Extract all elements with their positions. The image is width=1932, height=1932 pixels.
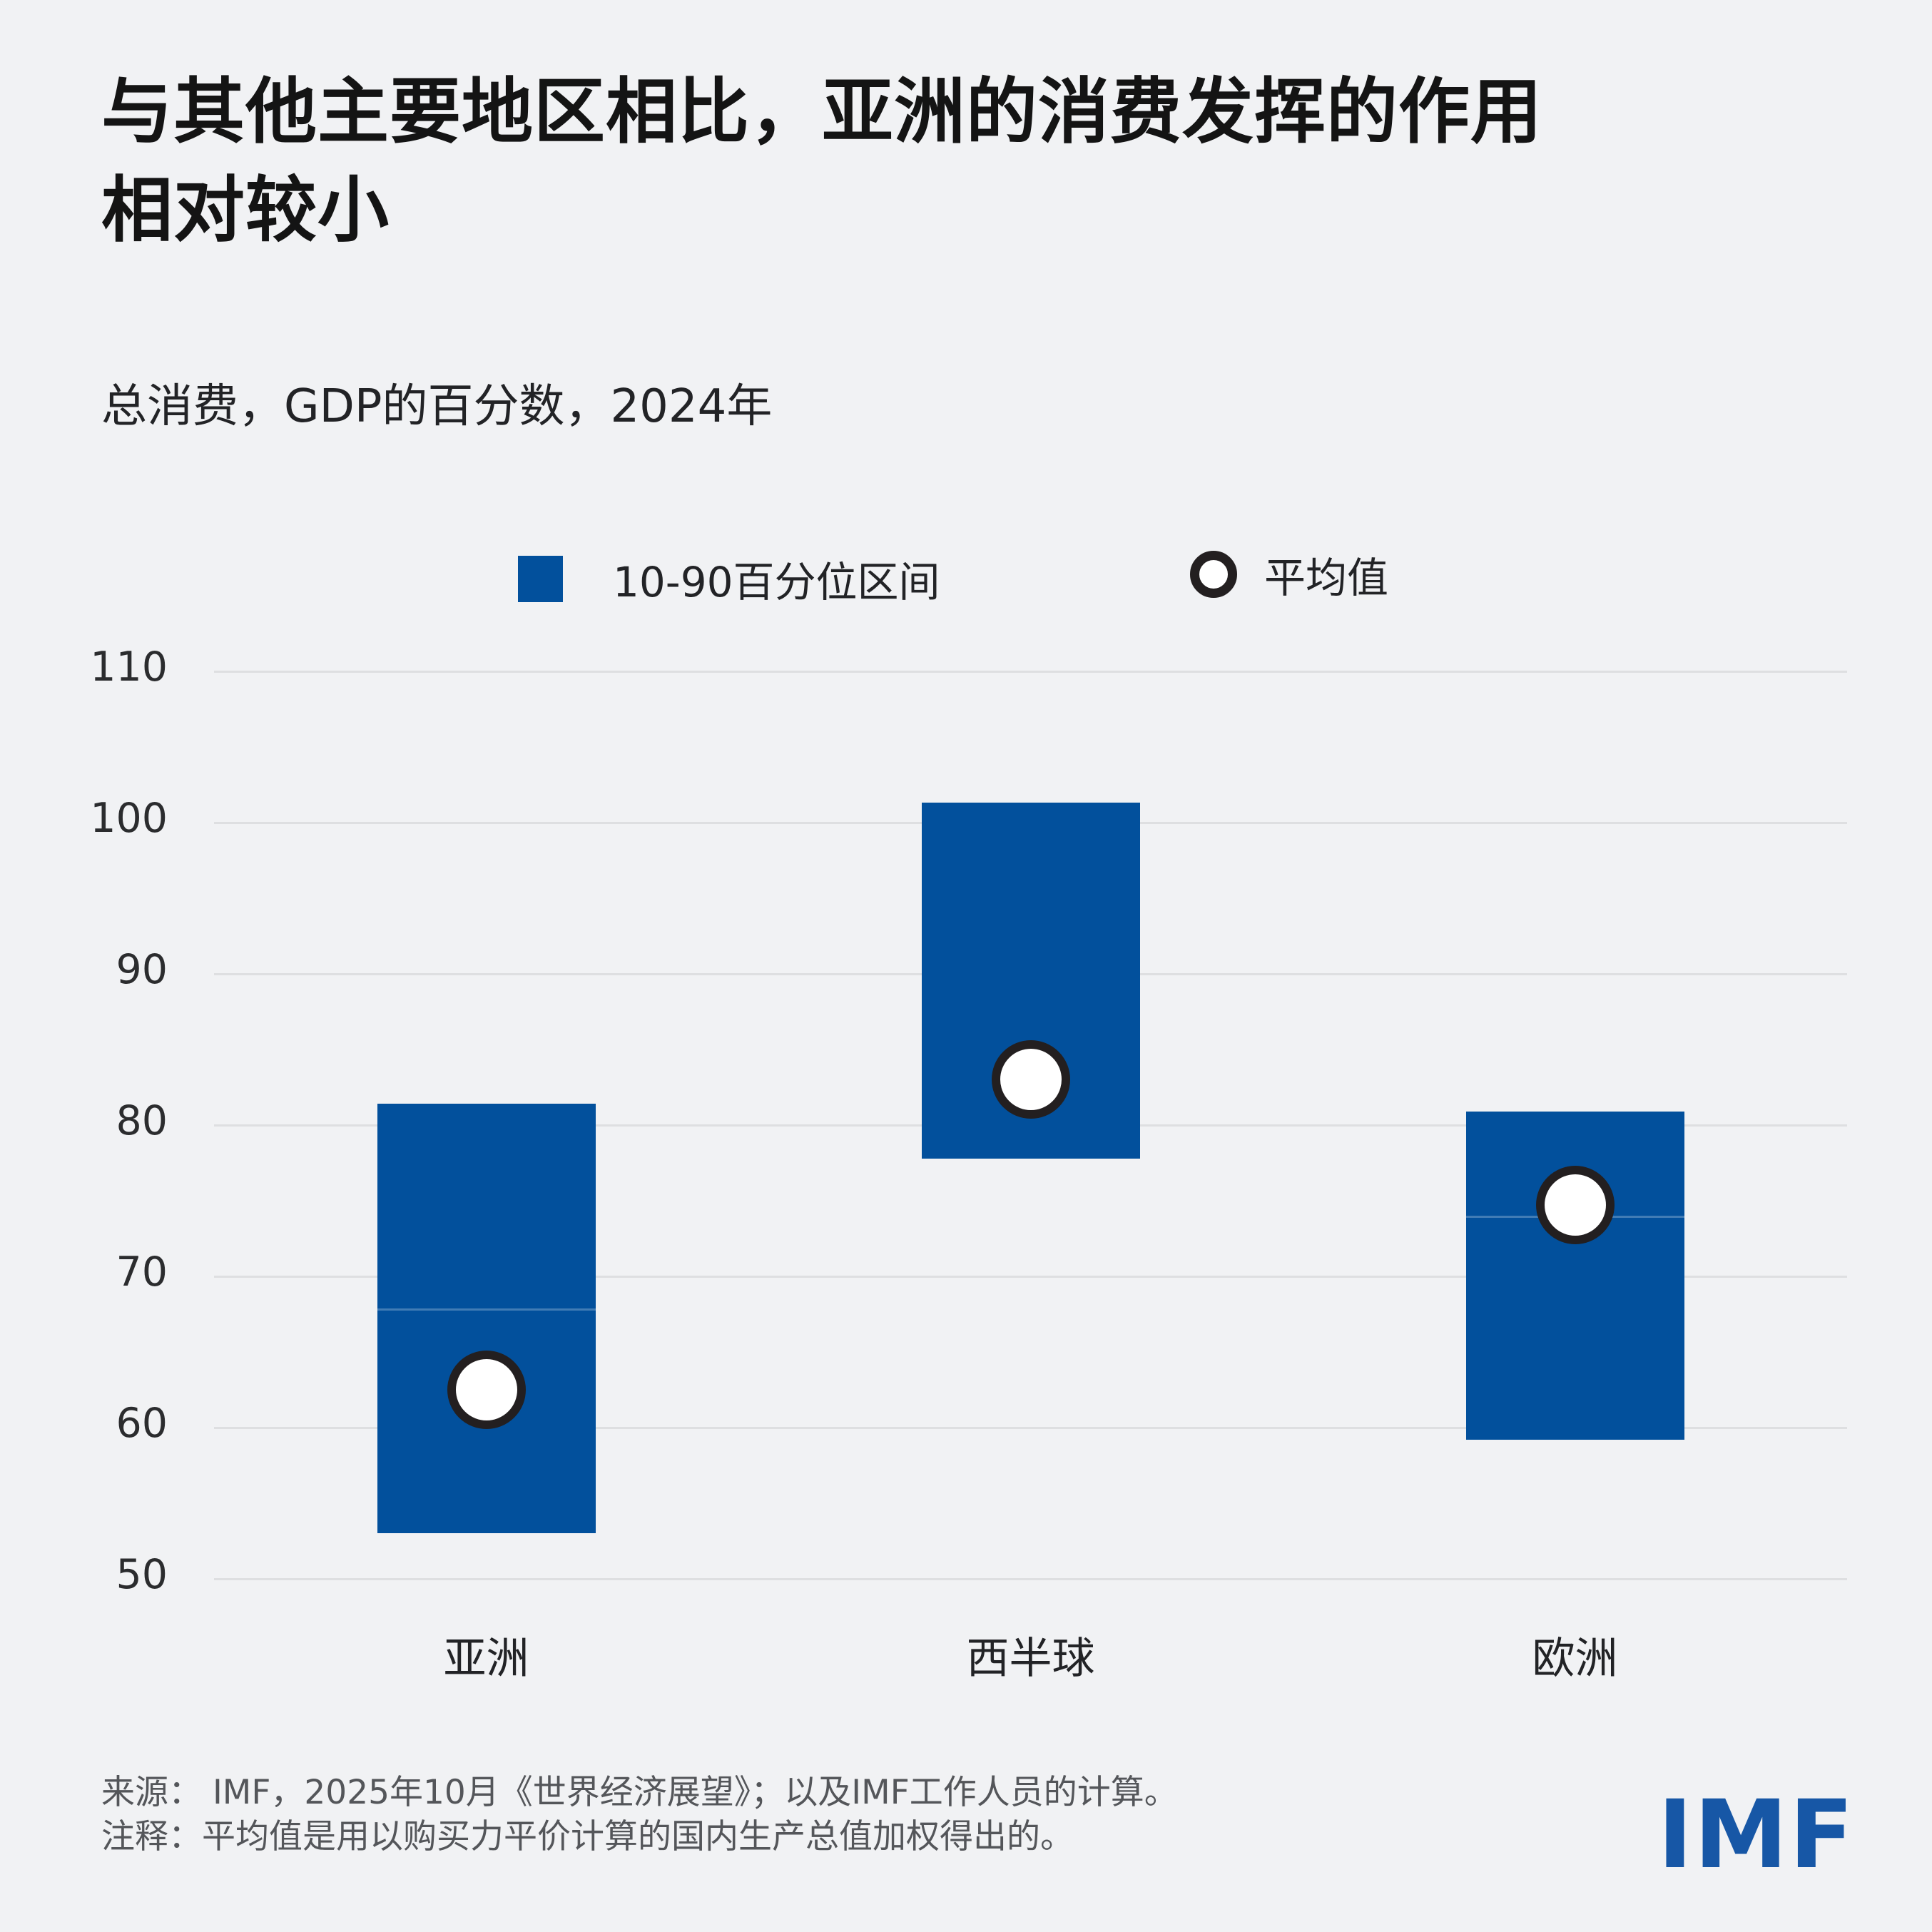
figure-title: 与其他主要地区相比，亚洲的消费发挥的作用 相对较小 [101, 63, 1542, 260]
range-bar [377, 1104, 596, 1534]
mean-marker [447, 1351, 526, 1429]
y-tick-label: 70 [116, 1249, 168, 1296]
legend-item-mean: 平均值 [1190, 544, 1388, 604]
range-bar-divider [377, 1308, 596, 1311]
range-bar [1465, 1111, 1684, 1440]
legend-item-range: 10-90百分位区间 [518, 549, 940, 609]
figure-title-line2: 相对较小 [101, 168, 390, 252]
x-axis-label: 西半球 [966, 1634, 1095, 1684]
y-tick-label: 90 [116, 946, 168, 993]
y-tick-label: 80 [116, 1097, 168, 1144]
y-tick-label: 50 [116, 1551, 168, 1598]
source-note: 来源： IMF，2025年10月《世界经济展望》；以及IMF工作人员的计算。 [101, 1773, 1178, 1812]
legend-range-label: 10-90百分位区间 [613, 558, 940, 606]
method-note: 注释：平均值是用以购买力平价计算的国内生产总值加权得出的。 [101, 1817, 1074, 1856]
mean-marker [1535, 1166, 1615, 1245]
figure-footer: 来源： IMF，2025年10月《世界经济展望》；以及IMF工作人员的计算。 注… [101, 1771, 1178, 1859]
gridline [214, 670, 1847, 673]
x-axis-label: 亚洲 [443, 1634, 529, 1684]
legend-mean-label: 平均值 [1264, 554, 1389, 602]
range-swatch-icon [518, 555, 563, 602]
mean-marker [991, 1040, 1070, 1119]
y-tick-label: 100 [90, 795, 168, 842]
imf-logo: IMF [1657, 1780, 1855, 1890]
figure-subtitle: 总消费，GDP的百分数，2024年 [101, 380, 773, 433]
gridline [214, 1275, 1847, 1278]
gridline [214, 1577, 1847, 1580]
x-axis-label: 欧洲 [1532, 1634, 1618, 1684]
y-tick-label: 60 [116, 1400, 168, 1447]
gridline [214, 1426, 1847, 1429]
y-tick-label: 110 [90, 644, 168, 691]
figure-title-line1: 与其他主要地区相比，亚洲的消费发挥的作用 [101, 70, 1542, 153]
